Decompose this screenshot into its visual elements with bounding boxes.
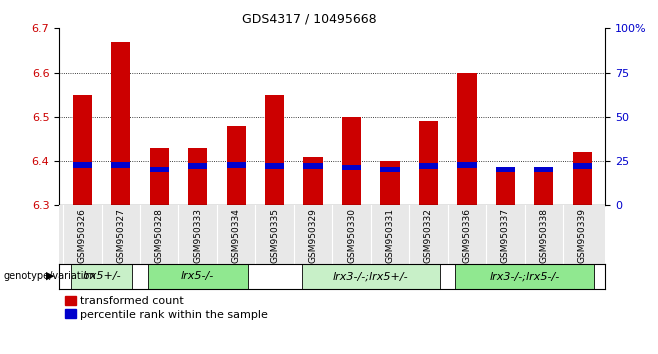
Bar: [72, 162, 92, 168]
Text: GSM950339: GSM950339: [578, 208, 587, 263]
Text: GDS4317 / 10495668: GDS4317 / 10495668: [242, 12, 376, 25]
Text: GSM950336: GSM950336: [463, 208, 471, 263]
Legend: transformed count, percentile rank within the sample: transformed count, percentile rank withi…: [64, 296, 268, 320]
Bar: [495, 167, 515, 172]
Bar: [72, 95, 92, 205]
Bar: [419, 121, 438, 205]
Bar: [572, 152, 592, 205]
Bar: [226, 162, 245, 168]
Bar: [380, 167, 399, 172]
Text: GSM950337: GSM950337: [501, 208, 510, 263]
Bar: [455, 264, 594, 289]
Bar: [71, 264, 132, 289]
Text: GSM950330: GSM950330: [347, 208, 356, 263]
Bar: [457, 73, 476, 205]
Text: lrx5-/-: lrx5-/-: [181, 271, 215, 281]
Bar: [572, 163, 592, 169]
Bar: [111, 162, 130, 168]
Bar: [149, 148, 169, 205]
Bar: [111, 42, 130, 205]
Text: GSM950326: GSM950326: [78, 208, 87, 263]
Text: GSM950335: GSM950335: [270, 208, 279, 263]
Text: GSM950327: GSM950327: [116, 208, 125, 263]
Bar: [457, 162, 476, 168]
Text: lrx3-/-;lrx5+/-: lrx3-/-;lrx5+/-: [333, 271, 409, 281]
Bar: [303, 157, 322, 205]
Bar: [265, 95, 284, 205]
Bar: [342, 117, 361, 205]
Bar: [419, 163, 438, 169]
Text: GSM950332: GSM950332: [424, 208, 433, 263]
Text: GSM950338: GSM950338: [540, 208, 548, 263]
Bar: [188, 148, 207, 205]
Bar: [226, 126, 245, 205]
Bar: [534, 168, 553, 205]
Bar: [147, 264, 247, 289]
Bar: [265, 163, 284, 169]
Text: GSM950334: GSM950334: [232, 208, 241, 263]
Bar: [495, 168, 515, 205]
Text: lrx3-/-;lrx5-/-: lrx3-/-;lrx5-/-: [490, 271, 560, 281]
Bar: [303, 163, 322, 169]
Text: GSM950328: GSM950328: [155, 208, 164, 263]
Text: lrx5+/-: lrx5+/-: [82, 271, 121, 281]
Text: ▶: ▶: [46, 271, 55, 281]
Bar: [149, 167, 169, 172]
Bar: [534, 167, 553, 172]
Bar: [301, 264, 440, 289]
Bar: [342, 165, 361, 170]
Text: genotype/variation: genotype/variation: [3, 271, 96, 281]
Text: GSM950333: GSM950333: [193, 208, 202, 263]
Bar: [188, 163, 207, 169]
Text: GSM950329: GSM950329: [309, 208, 318, 263]
Bar: [380, 161, 399, 205]
Text: GSM950331: GSM950331: [386, 208, 395, 263]
